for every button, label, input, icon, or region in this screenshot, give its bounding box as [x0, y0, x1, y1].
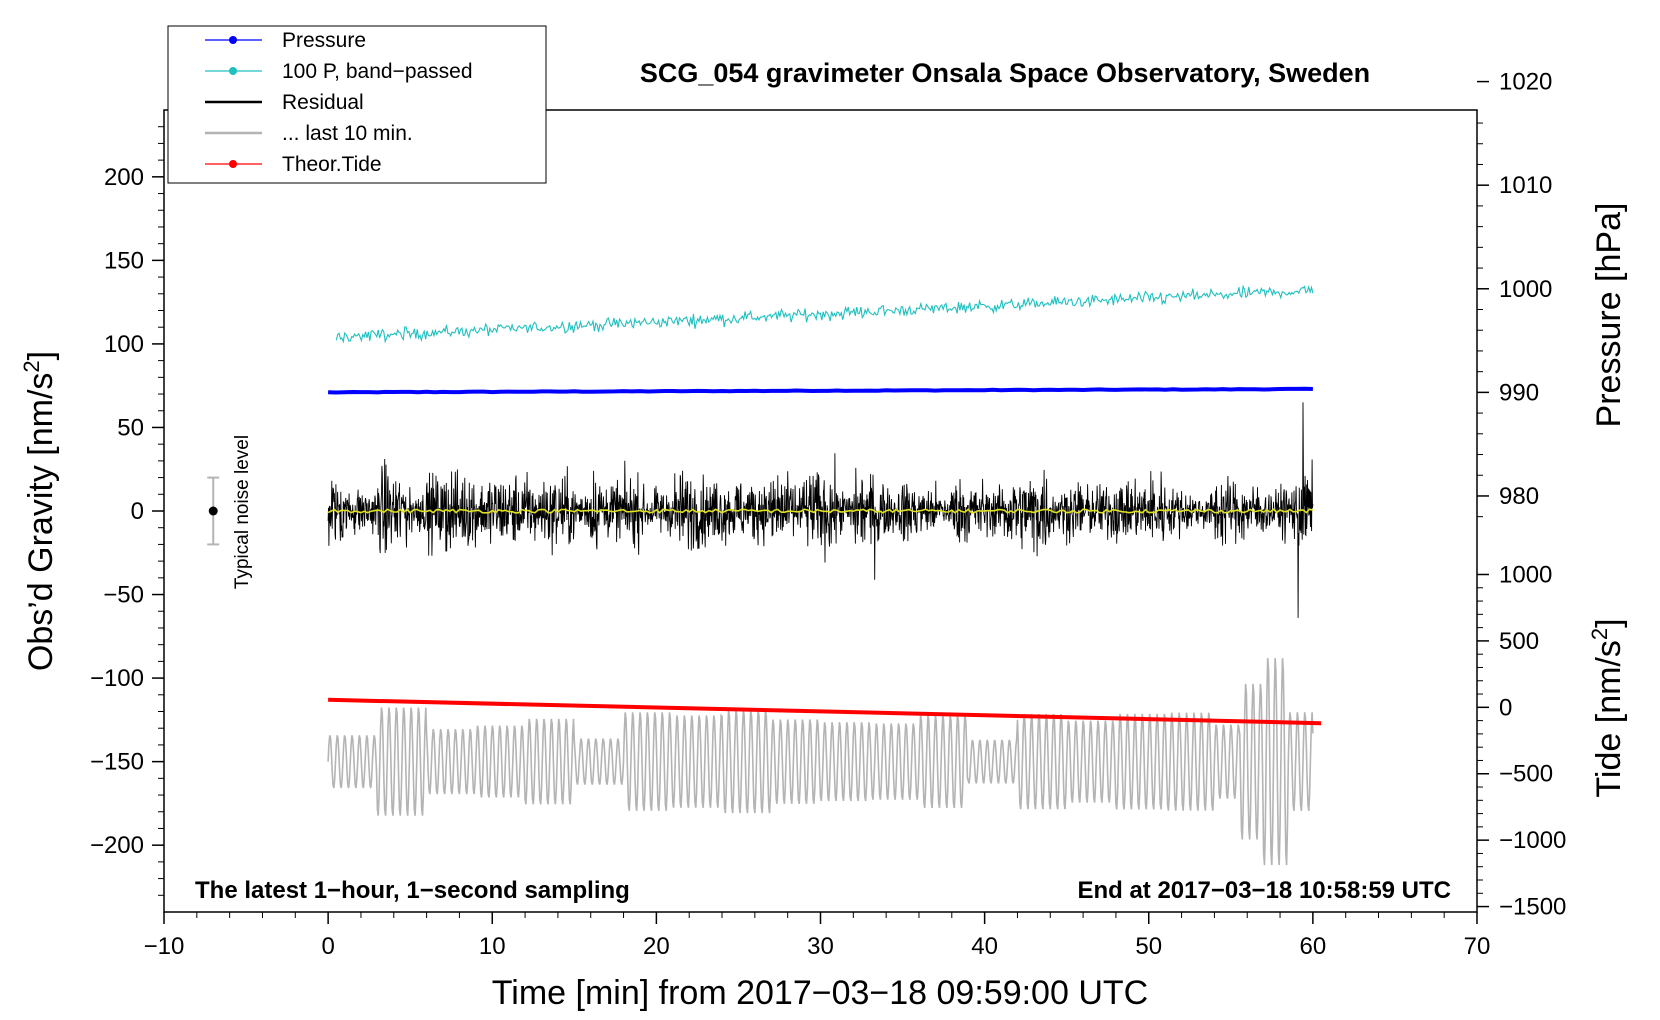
left-y-axis-title-end: ] [22, 351, 60, 360]
right-y-axis-ticks: 103010201010100099098010005000−500−1000−… [1477, 69, 1566, 921]
x-tick-label: −10 [144, 933, 185, 960]
sampling-annotation: The latest 1−hour, 1−second sampling [195, 877, 630, 904]
x-tick-label: 0 [321, 933, 334, 960]
x-tick-label: 10 [479, 933, 506, 960]
pressure-tick-label: 1000 [1499, 276, 1552, 303]
pressure-axis-title: Pressure [hPa] [1590, 203, 1628, 428]
x-tick-label: 40 [971, 933, 998, 960]
left-y-tick-label: 50 [117, 414, 144, 441]
legend-label: Theor.Tide [282, 153, 382, 176]
chart-title: SCG_054 gravimeter Onsala Space Observat… [640, 58, 1370, 88]
left-y-tick-label: −200 [90, 832, 144, 859]
left-y-tick-label: −50 [103, 582, 144, 609]
series-layer [327, 284, 1322, 866]
x-tick-label: 70 [1464, 933, 1491, 960]
tide-tick-label: −1000 [1499, 827, 1566, 854]
tide-tick-label: −1500 [1499, 894, 1566, 921]
left-y-axis-ticks: 200 150 100 50 0 −50 −100 −150 −200 [90, 126, 164, 896]
left-y-tick-label: −100 [90, 665, 144, 692]
x-axis-ticks: −10 0 10 20 30 40 50 60 70 [144, 912, 1491, 960]
noise-level-indicator [207, 476, 220, 546]
left-y-tick-label: 200 [104, 164, 144, 191]
x-axis-title: Time [min] from 2017−03−18 09:59:00 UTC [492, 974, 1148, 1012]
band-passed-pressure-series [335, 284, 1314, 344]
pressure-tick-label: 980 [1499, 483, 1539, 510]
tide-tick-label: 1000 [1499, 561, 1552, 588]
legend-marker [229, 36, 237, 44]
left-y-tick-label: 100 [104, 331, 144, 358]
left-y-axis-title-sup: 2 [19, 360, 44, 372]
legend-box [167, 25, 547, 184]
tide-axis-title: Tide [nm/s2] [1587, 618, 1628, 797]
legend-label: Residual [282, 91, 364, 114]
end-time-annotation: End at 2017−03−18 10:58:59 UTC [1077, 877, 1451, 904]
pressure-tick-label: 990 [1499, 379, 1539, 406]
tide-tick-label: −500 [1499, 761, 1553, 788]
noise-level-dot [208, 506, 218, 516]
tide-tick-label: 500 [1499, 628, 1539, 655]
legend: Pressure 100 P, band−passed Residual ... la… [167, 25, 547, 184]
theoretical-tide-series [328, 697, 1322, 726]
left-y-tick-label: 150 [104, 247, 144, 274]
legend-marker [229, 160, 237, 168]
legend-label: 100 P, band−passed [282, 60, 473, 83]
pressure-series [328, 386, 1313, 395]
tide-axis-title-end: ] [1590, 618, 1628, 627]
pressure-tick-label: 1020 [1499, 69, 1552, 96]
x-tick-label: 30 [807, 933, 834, 960]
x-tick-label: 20 [643, 933, 670, 960]
noise-level-label: Typical noise level [232, 435, 253, 589]
legend-marker [229, 67, 237, 75]
left-y-tick-label: −150 [90, 749, 144, 776]
legend-label: ... last 10 min. [282, 122, 413, 145]
pressure-tick-label: 1010 [1499, 172, 1552, 199]
tide-axis-title-text: Tide [nm/s [1590, 640, 1628, 797]
last-10-min-series [327, 658, 1314, 866]
left-y-tick-label: 0 [131, 498, 144, 525]
residual-series [327, 402, 1314, 618]
x-tick-label: 50 [1135, 933, 1162, 960]
left-y-axis-title-text: Obs’d Gravity [nm/s [22, 373, 60, 672]
tide-axis-title-sup: 2 [1587, 628, 1612, 640]
left-y-axis-title: Obs’d Gravity [nm/s2] [19, 351, 60, 671]
residual-smoothed-series [327, 508, 1314, 514]
legend-label: Pressure [282, 29, 366, 52]
tide-tick-label: 0 [1499, 694, 1512, 721]
x-tick-label: 60 [1300, 933, 1327, 960]
